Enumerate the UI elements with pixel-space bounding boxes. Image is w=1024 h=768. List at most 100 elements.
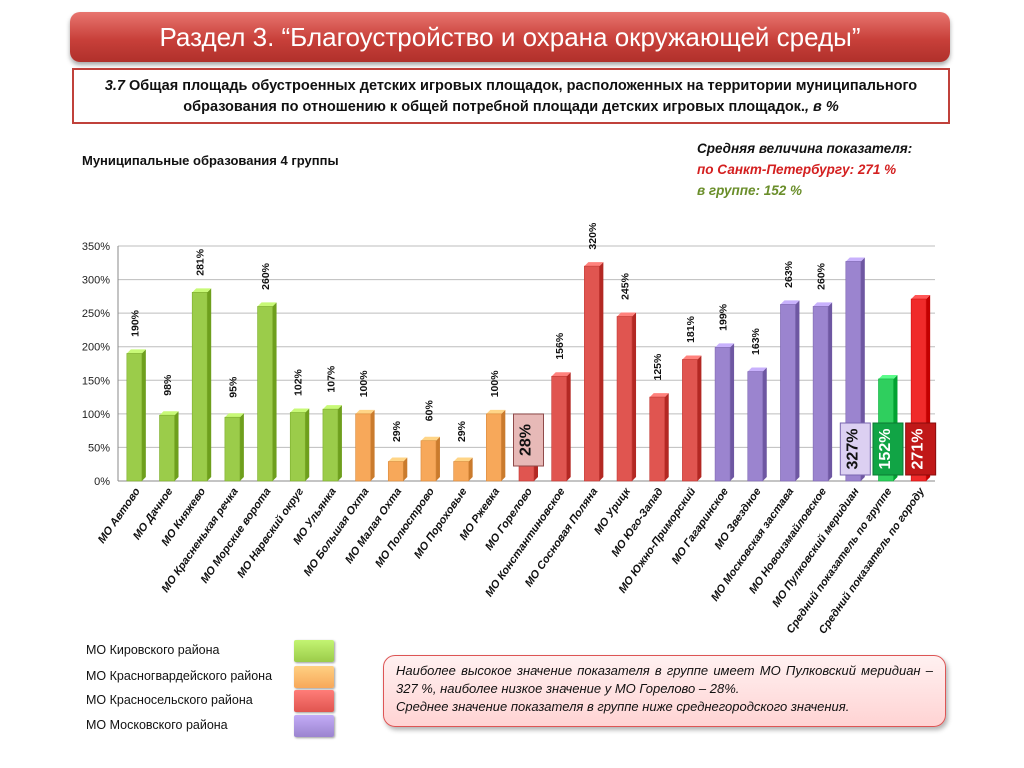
y-tick-label: 350% [82, 241, 110, 253]
y-tick-label: 50% [88, 442, 110, 454]
bar-value-label: 60% [423, 400, 435, 422]
bar-value-label: 260% [260, 262, 272, 290]
bar-value-label: 281% [195, 248, 207, 276]
summary-note: Наиболее высокое значение показателя в г… [383, 655, 946, 727]
bar-side [239, 413, 244, 481]
bar [289, 412, 306, 482]
bar-side [174, 411, 179, 481]
bar-top [551, 372, 571, 377]
average-values: Средняя величина показателя: по Санкт-Пе… [697, 138, 912, 201]
bar-side [697, 355, 702, 481]
indicator-number: 3.7 [104, 78, 125, 94]
bar [355, 413, 371, 482]
y-tick-label: 0% [94, 476, 110, 488]
bar-top [813, 302, 833, 307]
indicator-title: 3.7 Общая площадь обустроенных детских и… [72, 68, 950, 124]
bar [224, 416, 241, 482]
bar-value-label: 152% [877, 429, 894, 470]
highlight-box [872, 422, 904, 476]
x-category-label: МО Полюстрово [373, 486, 437, 570]
bar-side [435, 436, 440, 481]
bar-side [141, 349, 146, 481]
y-tick-label: 300% [82, 275, 110, 287]
bar-side [566, 372, 571, 481]
bar-chart: 0%50%100%150%200%250%300%350%190%МО Авто… [82, 222, 937, 636]
legend-label: МО Красногвардейского района [86, 669, 273, 683]
bar-side [599, 262, 604, 481]
highlight-box [905, 422, 937, 476]
legend-label: МО Красносельского района [86, 693, 253, 707]
bar-top [192, 288, 212, 293]
bar-value-label: 245% [620, 272, 632, 300]
bar-side [632, 312, 637, 481]
summary-note-line: Наиболее высокое значение показателя в г… [396, 663, 933, 696]
bar-side [730, 343, 735, 481]
bar-value-label: 100% [489, 370, 501, 398]
bar-value-label: 107% [325, 365, 337, 393]
bar [257, 306, 273, 482]
bar-value-label: 190% [129, 309, 141, 337]
bar-value-label: 98% [162, 374, 174, 396]
bar-side [762, 367, 767, 481]
bar-value-label: 181% [685, 315, 697, 343]
bar-top [649, 393, 669, 398]
bar-value-label: 95% [227, 376, 239, 398]
bar-side [828, 302, 833, 481]
bar-top [682, 355, 702, 360]
bar-top [322, 405, 342, 410]
bar [747, 371, 764, 482]
summary-note-line: Среднее значение показателя в группе ниж… [396, 699, 850, 714]
legend-swatch-kirovsky [294, 640, 334, 662]
bar-top [290, 408, 310, 413]
bar-value-label: 263% [783, 260, 795, 288]
bar-top [747, 367, 767, 372]
legend-item-kirovsky: МО Кировского района [86, 640, 346, 664]
bar [714, 347, 731, 482]
bar-top [617, 312, 637, 317]
bar-top [126, 349, 146, 354]
bar-top [845, 257, 865, 262]
legend-item-moskovsky: МО Московского района [86, 715, 346, 739]
y-tick-label: 100% [82, 409, 110, 421]
y-tick-label: 200% [82, 342, 110, 354]
bar-side [795, 300, 800, 481]
bar-side [272, 302, 277, 481]
bar-top [453, 457, 473, 462]
bar-value-label: 28% [518, 424, 535, 456]
bar-value-label: 125% [652, 353, 664, 381]
highlight-box [513, 413, 544, 467]
legend-item-krasnoselsky: МО Красносельского района [86, 690, 346, 714]
bar-side [468, 457, 473, 481]
bar [126, 353, 143, 482]
bar-value-label: 156% [554, 332, 566, 360]
bar [322, 408, 339, 482]
bar-top [780, 300, 800, 305]
bar-value-label: 100% [358, 370, 370, 398]
bar [649, 396, 666, 482]
bar [584, 265, 600, 482]
legend-swatch-krasnogvardeisky [294, 666, 334, 688]
legend-item-krasnogvardeisky: МО Красногвардейского района [86, 666, 346, 690]
slide-title: Раздел 3. “Благоустройство и охрана окру… [70, 12, 950, 62]
average-group: в группе: 152 % [697, 183, 803, 198]
average-city: по Санкт-Петербургу: 271 % [697, 162, 897, 177]
bar-top [159, 411, 179, 416]
bar [551, 375, 567, 482]
bar-value-label: 271% [910, 429, 927, 470]
bar [682, 359, 698, 482]
bar [780, 304, 796, 482]
bar [453, 461, 469, 482]
indicator-unit: , в % [804, 99, 839, 115]
bar-value-label: 320% [587, 222, 599, 250]
bar-value-label: 102% [293, 368, 305, 396]
bar [191, 292, 208, 482]
bar-top [388, 457, 408, 462]
bar-side [305, 408, 310, 481]
bar-value-label: 29% [391, 420, 403, 442]
bar [420, 440, 437, 482]
bar-value-label: 199% [718, 303, 730, 331]
bar [616, 316, 633, 482]
group-label: Муниципальные образования 4 группы [82, 153, 339, 168]
legend-label: МО Московского района [86, 718, 228, 732]
average-heading: Средняя величина показателя: [697, 141, 913, 156]
